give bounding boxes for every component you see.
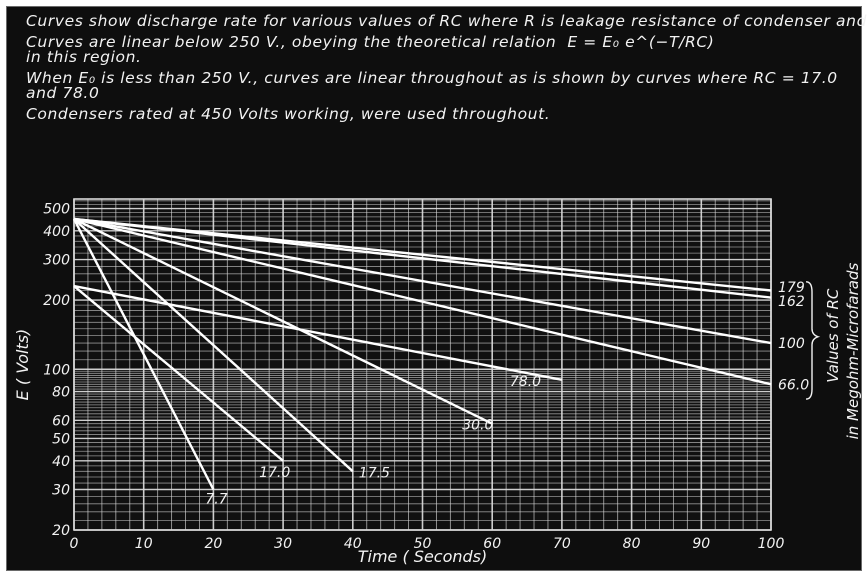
curve-rc-17-0 [73, 285, 284, 462]
note-2-text: Curves are linear below 250 V., obeying … [26, 33, 557, 51]
x-tick-label: 30 [274, 536, 292, 552]
x-tick-label: 90 [692, 536, 710, 552]
x-tick-label: 10 [135, 536, 153, 552]
y-tick-label: 40 [52, 454, 70, 470]
curve-rc-100 [73, 217, 772, 345]
x-tick-label: 20 [204, 536, 222, 552]
chart-grid [73, 198, 772, 531]
note-2: Curves are linear below 250 V., obeying … [26, 33, 856, 66]
y-tick-label: 100 [43, 362, 70, 378]
curve-rc-30-0 [73, 217, 493, 425]
y-tick-label: 500 [43, 202, 70, 218]
y-axis-label: E ( Volts) [13, 329, 32, 401]
series-label-17-0: 17.0 [259, 465, 290, 481]
y-tick-label: 30 [52, 483, 70, 499]
y-tick-label: 50 [52, 431, 70, 447]
note-3: When E₀ is less than 250 V., curves are … [26, 69, 838, 102]
curve-rc-78-0 [73, 284, 563, 381]
x-tick-label: 0 [70, 536, 79, 552]
x-axis-label: Time ( Seconds) [358, 547, 488, 566]
curve-rc-17-5 [73, 218, 354, 473]
curve-rc-7-7 [72, 218, 215, 491]
series-label-30-0: 30.0 [462, 418, 493, 434]
rc-values-label: Values of RC [824, 288, 842, 383]
chart-ticks: 0 10 20 30 40 50 60 70 80 90 100 20 30 40 50 60 80 100 200… [43, 202, 784, 552]
note-1: Curves show discharge rate for various v… [26, 12, 868, 30]
y-tick-label: 60 [52, 413, 70, 429]
x-tick-label: 60 [483, 536, 501, 552]
note-4: Condensers rated at 450 Volts working, w… [26, 105, 551, 123]
series-label-162: 162 [778, 294, 805, 310]
y-tick-label: 200 [43, 293, 70, 309]
x-tick-label: 80 [623, 536, 641, 552]
series-label-78-0: 78.0 [510, 374, 541, 390]
series-label-66-0: 66.0 [778, 377, 809, 393]
equation: E = E₀ e^(−T/RC) [567, 33, 715, 51]
curve-rc-179 [73, 217, 772, 292]
y-tick-label: 300 [43, 253, 70, 269]
y-tick-label: 20 [52, 523, 70, 539]
x-tick-label: 100 [758, 536, 785, 552]
x-tick-label: 50 [414, 536, 432, 552]
y-tick-label: 400 [43, 224, 70, 240]
plot-border [73, 198, 772, 531]
rc-units-label: in Megohm-Microfarads [844, 263, 862, 440]
x-tick-label: 70 [553, 536, 571, 552]
rc-brace [805, 281, 821, 400]
series-label-17-5: 17.5 [359, 465, 390, 481]
chart-curves [72, 217, 772, 491]
y-tick-label: 80 [52, 385, 70, 401]
note-2-tail: in this region. [26, 48, 142, 66]
series-label-179: 179 [778, 280, 805, 296]
x-tick-label: 40 [344, 536, 362, 552]
series-label-7-7: 7.7 [205, 492, 227, 508]
series-label-100: 100 [778, 336, 805, 352]
notes-block: Curves show discharge rate for various v… [26, 12, 868, 128]
curve-rc-66-0 [73, 217, 772, 386]
